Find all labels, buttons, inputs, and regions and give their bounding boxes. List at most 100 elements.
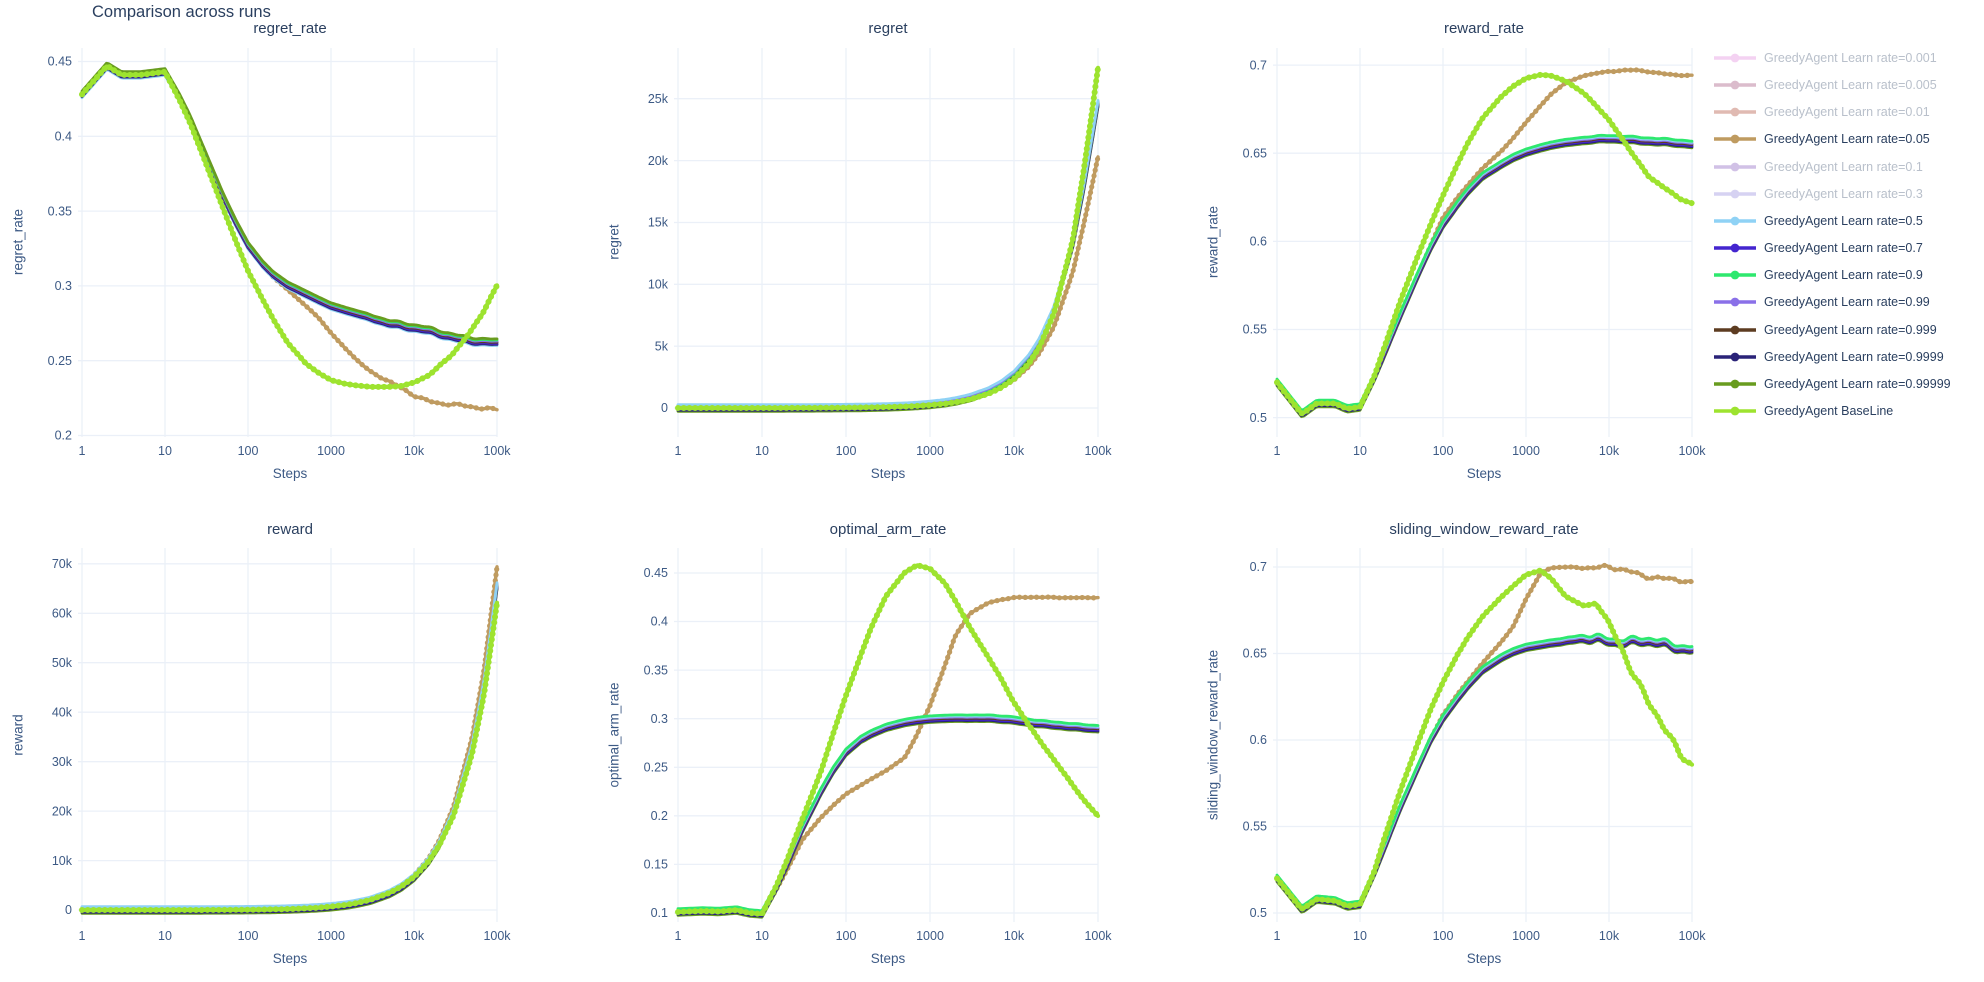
- y-tick-label: 0: [65, 903, 72, 917]
- y-tick-label: 50k: [52, 656, 73, 670]
- plot-area-reward_rate[interactable]: [1277, 48, 1692, 437]
- y-tick-label: 15k: [648, 216, 669, 230]
- y-tick-label: 0.25: [644, 761, 668, 775]
- y-tick-label: 0.4: [55, 130, 72, 144]
- legend-item-r099[interactable]: GreedyAgent Learn rate=0.99: [1712, 292, 1930, 312]
- x-tick-label: 100k: [1678, 929, 1706, 943]
- x-tick-label: 1: [1274, 929, 1281, 943]
- legend-label: GreedyAgent Learn rate=0.9999: [1764, 349, 1944, 364]
- plot-area-sliding_window_reward_rate[interactable]: [1277, 548, 1692, 922]
- subplot-title-optimal-arm-rate: optimal_arm_rate: [829, 521, 947, 538]
- y-tick-label: 0.5: [1250, 411, 1267, 425]
- legend-item-r005[interactable]: GreedyAgent Learn rate=0.05: [1712, 129, 1930, 149]
- legend-label: GreedyAgent Learn rate=0.005: [1764, 78, 1937, 93]
- subplot-reward_rate: 0.5 0.55 0.6 0.65 0.7 1 10 100 1000 10k 100k: [1243, 48, 1706, 458]
- x-axis-title-steps-5: Steps: [870, 951, 906, 966]
- series-markers: [79, 63, 500, 390]
- y-tick-label: 0.65: [1243, 647, 1267, 661]
- legend-item-r001[interactable]: GreedyAgent Learn rate=0.01: [1712, 102, 1930, 122]
- legend-item-r0999[interactable]: GreedyAgent Learn rate=0.999: [1712, 320, 1937, 340]
- legend-item-r099999[interactable]: GreedyAgent Learn rate=0.99999: [1712, 374, 1951, 394]
- y-tick-label: 10k: [648, 278, 669, 292]
- x-tick-label: 1: [675, 929, 682, 943]
- x-tick-label: 100: [238, 444, 259, 458]
- legend-marker-r01: [1714, 162, 1756, 171]
- series-markers: [79, 599, 500, 913]
- x-tick-label: 1: [79, 929, 86, 943]
- x-axis-title-steps-6: Steps: [1466, 951, 1502, 966]
- y-tick-label: 5k: [655, 339, 669, 353]
- legend-marker-r07: [1714, 243, 1756, 253]
- y-tick-label: 0.35: [644, 663, 668, 677]
- legend-marker-r005: [1714, 135, 1756, 144]
- plot-area-regret_rate[interactable]: [82, 48, 497, 437]
- series-markers: [675, 64, 1101, 411]
- x-tick-label: 100k: [1678, 444, 1706, 458]
- x-tick-label: 100: [836, 929, 857, 943]
- y-axis-title-regret: regret: [606, 224, 622, 260]
- subplot-title-regret: regret: [868, 20, 908, 37]
- legend-item-r09[interactable]: GreedyAgent Learn rate=0.9: [1712, 265, 1923, 285]
- legend-item-r07[interactable]: GreedyAgent Learn rate=0.7: [1712, 238, 1923, 258]
- y-tick-label: 0.7: [1250, 58, 1267, 72]
- legend-item-r0005[interactable]: GreedyAgent Learn rate=0.005: [1712, 75, 1937, 95]
- y-tick-label: 0.35: [48, 204, 72, 218]
- x-tick-label: 1: [1274, 444, 1281, 458]
- legend-item-r01[interactable]: GreedyAgent Learn rate=0.1: [1712, 157, 1923, 177]
- legend-marker-r09999: [1714, 352, 1756, 362]
- y-tick-label: 0.2: [55, 429, 72, 443]
- x-tick-label: 10: [755, 444, 769, 458]
- legend-item-r05[interactable]: GreedyAgent Learn rate=0.5: [1712, 211, 1923, 231]
- x-tick-label: 10: [1353, 444, 1367, 458]
- x-axis-title-steps-3: Steps: [1466, 466, 1502, 481]
- x-tick-label: 100: [1433, 929, 1454, 943]
- x-tick-label: 1000: [916, 444, 944, 458]
- legend-label: GreedyAgent Learn rate=0.01: [1764, 105, 1930, 120]
- subplot-title-reward: reward: [267, 521, 313, 538]
- x-tick-label: 100k: [483, 929, 511, 943]
- legend-label: GreedyAgent Learn rate=0.99999: [1764, 376, 1951, 391]
- legend-label: GreedyAgent Learn rate=0.1: [1764, 159, 1923, 174]
- y-tick-label: 30k: [52, 755, 73, 769]
- x-tick-label: 1000: [916, 929, 944, 943]
- y-tick-label: 20k: [52, 804, 73, 818]
- legend-marker-r03: [1714, 189, 1756, 199]
- y-tick-label: 0.45: [644, 566, 668, 580]
- series-line: [80, 61, 499, 341]
- x-tick-label: 1: [675, 444, 682, 458]
- x-tick-label: 10k: [1004, 929, 1025, 943]
- y-tick-label: 0.55: [1243, 323, 1267, 337]
- x-tick-label: 100: [1433, 444, 1454, 458]
- y-tick-label: 60k: [52, 607, 73, 621]
- legend-marker-r0001: [1714, 53, 1756, 63]
- legend-marker-r0005: [1714, 80, 1756, 90]
- x-axis-title-steps-2: Steps: [870, 466, 906, 481]
- legend-item-r09999[interactable]: GreedyAgent Learn rate=0.9999: [1712, 347, 1944, 367]
- legend-label: GreedyAgent BaseLine: [1764, 403, 1894, 418]
- x-tick-label: 1: [79, 444, 86, 458]
- legend-label: GreedyAgent Learn rate=0.05: [1764, 132, 1930, 147]
- legend-item-r03[interactable]: GreedyAgent Learn rate=0.3: [1712, 184, 1923, 204]
- y-tick-label: 0.7: [1250, 560, 1267, 574]
- legend-marker-r001: [1714, 107, 1756, 117]
- x-tick-label: 10: [755, 929, 769, 943]
- x-tick-label: 10k: [1599, 444, 1620, 458]
- legend-item-baseline[interactable]: GreedyAgent BaseLine: [1712, 401, 1893, 421]
- series-line: [676, 713, 1100, 913]
- plot-area-reward[interactable]: [82, 548, 497, 922]
- y-tick-label: 0.1: [651, 906, 668, 920]
- y-tick-label: 0.4: [651, 615, 668, 629]
- y-tick-label: 0.2: [651, 809, 668, 823]
- legend-label: GreedyAgent Learn rate=0.3: [1764, 186, 1923, 201]
- subplot-optimal_arm_rate: 0.1 0.15 0.2 0.25 0.3 0.35 0.4 0.45 1 10 100 1000 10…: [644, 548, 1112, 943]
- legend-label: GreedyAgent Learn rate=0.7: [1764, 241, 1923, 256]
- y-axis-title-regret-rate: regret_rate: [10, 208, 26, 276]
- x-tick-label: 1000: [317, 929, 345, 943]
- legend-label: GreedyAgent Learn rate=0.99: [1764, 295, 1930, 310]
- x-axis-title-steps-4: Steps: [272, 951, 308, 966]
- subplot-title-reward-rate: reward_rate: [1443, 20, 1525, 37]
- y-tick-label: 40k: [52, 705, 73, 719]
- plot-area-regret[interactable]: [678, 48, 1098, 437]
- legend-item-r0001[interactable]: GreedyAgent Learn rate=0.001: [1712, 48, 1937, 68]
